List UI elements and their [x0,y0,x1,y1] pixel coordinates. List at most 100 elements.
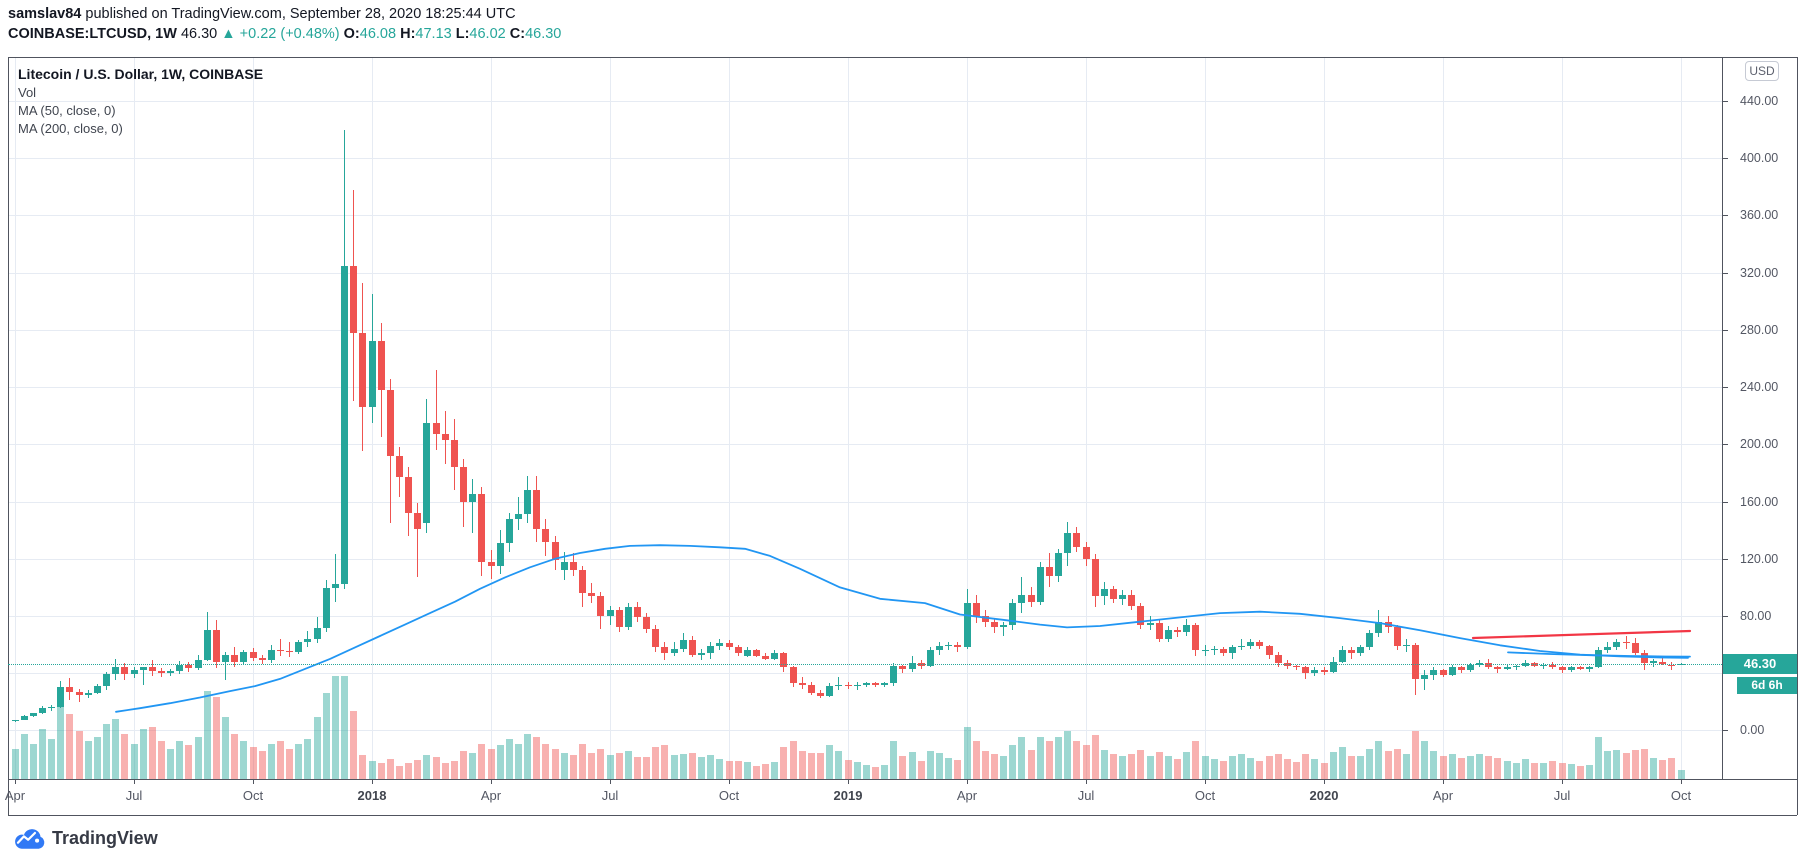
volume-bar-up [496,745,504,779]
time-tick-label: Jul [125,788,143,803]
volume-bar-down [478,744,486,779]
time-tick-label: Jul [1553,788,1571,803]
volume-bar-up [606,755,614,779]
candle-up [57,687,65,707]
candle-down [386,389,394,456]
candle-down [762,656,770,659]
candle-down [597,595,605,616]
candle-up [267,649,275,661]
currency-toggle-button[interactable]: USD [1745,61,1779,81]
candle-down [350,265,358,333]
candle-down [1320,670,1328,672]
candle-down [661,647,669,654]
open-value: 46.08 [359,26,397,42]
candle-wick [948,641,950,651]
price-axis-tick [1722,101,1728,103]
grid-line [1324,57,1325,779]
volume-bar-down [551,749,559,779]
price-axis-tick [1722,329,1728,331]
open-label: O: [343,26,360,42]
volume-bar-up [313,717,321,779]
time-axis-tick [729,779,730,784]
grid-line [8,329,1722,331]
candle-up [203,629,211,660]
price-axis-tick [1722,387,1728,389]
volume-bar-up [304,739,312,779]
candle-down [789,667,797,684]
volume-bar-down [533,737,541,779]
volume-bar-down [1347,756,1355,779]
candle-down [432,422,440,435]
legend-volume: Vol [18,85,37,100]
price-axis-tick [1722,558,1728,560]
candle-up [130,669,138,674]
candle-up [20,715,28,720]
candle-down [1558,667,1566,671]
volume-bar-up [890,741,898,779]
candle-down [972,603,980,616]
candle-up [1228,647,1236,654]
volume-bar-down [1439,756,1447,779]
volume-bar-up [716,759,724,779]
candle-down [414,512,422,529]
candle-down [588,593,596,596]
current-price-line [8,664,1722,665]
volume-bar-down [643,757,651,779]
time-tick-label: Oct [242,788,264,803]
volume-bar-up [1540,763,1548,779]
candle-up [514,514,522,519]
candle-up [1567,667,1575,671]
candle-up [38,708,46,713]
candle-up [48,706,56,709]
volume-bar-up [267,744,275,779]
time-axis-tick [372,779,373,784]
candle-down [66,687,74,693]
volume-bar-down [414,760,422,779]
volume-bar-down [972,741,980,779]
candle-down [377,341,385,390]
candle-wick [417,502,419,578]
candle-up [176,665,184,672]
volume-bar-up [222,717,230,779]
candle-up [1210,648,1218,651]
candle-down [258,658,266,661]
volume-bar-up [84,741,92,779]
volume-bar-up [48,739,56,779]
candle-down [487,561,495,566]
volume-bar-up [1448,754,1456,779]
candle-down [551,541,559,561]
candle-up [1146,623,1154,625]
candle-up [670,648,678,654]
volume-bar-down [1549,761,1557,779]
candle-up [560,561,568,571]
candle-up [890,666,898,684]
grid-line [8,101,1722,103]
candle-down [1174,630,1182,632]
trend-line [1471,629,1692,640]
volume-bar-up [835,751,843,779]
time-axis-tick [15,779,16,784]
volume-bar-up [679,754,687,779]
volume-bar-down [1073,741,1081,779]
candle-up [1201,650,1209,652]
time-axis-separator [8,779,1797,780]
volume-bar-down [1531,763,1539,779]
frame-right [1797,57,1798,815]
volume-bar-down [249,747,257,779]
time-tick-label: Oct [1194,788,1216,803]
volume-bar-down [148,727,156,779]
time-tick-label: Oct [718,788,740,803]
volume-bar-down [1027,750,1035,779]
candle-up [1183,624,1191,632]
time-tick-label: Apr [4,788,26,803]
candle-up [112,666,120,674]
volume-bar-up [862,765,870,779]
tradingview-logo[interactable]: TradingView [12,822,158,854]
volume-bar-down [386,759,394,779]
candle-wick [1213,646,1215,655]
candle-up [606,610,614,616]
volume-bar-down [789,741,797,779]
volume-bar-up [505,739,513,779]
username: samslav84 [8,6,82,22]
